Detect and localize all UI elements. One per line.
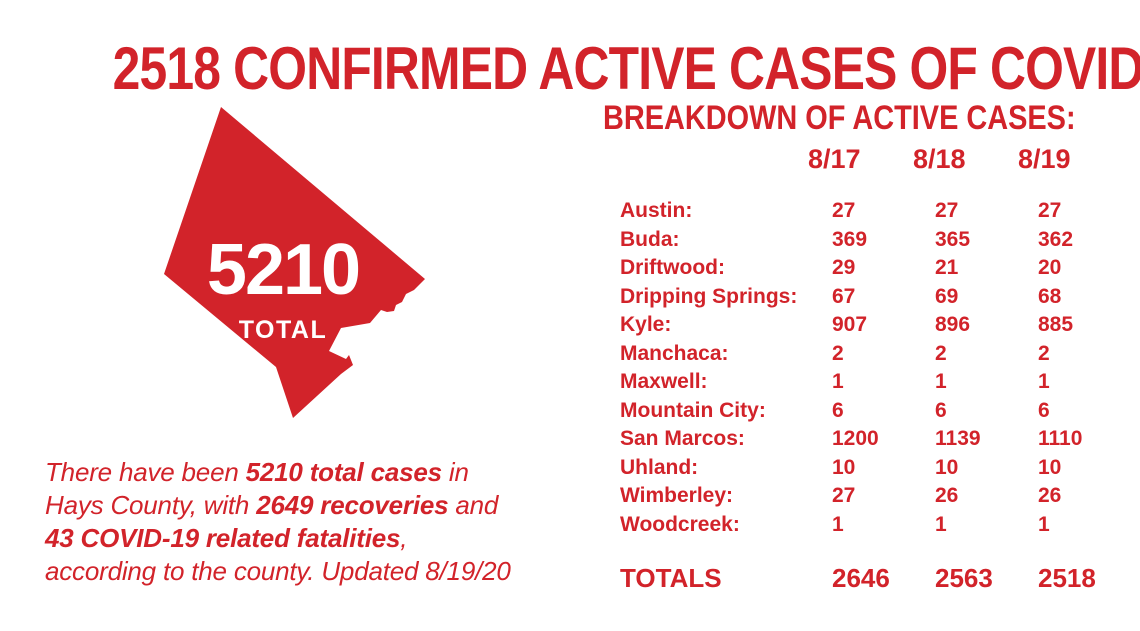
value-8-17: 1 (832, 512, 844, 536)
summary-fatalities: 43 COVID-19 related fatalities (45, 523, 401, 553)
hays-county-map (164, 107, 425, 418)
value-8-19: 1110 (1038, 427, 1083, 450)
table-row-uhland: Uhland: 10 10 10 (620, 454, 1110, 483)
value-8-17: 29 (832, 256, 856, 279)
table-row-kyle: Kyle: 907 896 885 (620, 311, 1110, 340)
summary-segment: and (448, 490, 499, 520)
table-row-austin: Austin: 27 27 27 (620, 197, 1110, 226)
value-8-19: 68 (1038, 284, 1062, 308)
date-col-2: 8/18 (913, 144, 966, 174)
value-8-17: 27 (832, 199, 856, 222)
value-8-18: 27 (935, 199, 959, 222)
value-8-17: 1200 (832, 427, 879, 450)
table-row-mountain-city: Mountain City: 6 6 6 (620, 397, 1110, 426)
value-8-18: 6 (935, 398, 947, 422)
value-8-19: 885 (1038, 313, 1074, 336)
date-col-3: 8/19 (1018, 144, 1071, 174)
value-8-18: 1139 (935, 427, 981, 450)
date-col-1: 8/17 (808, 144, 861, 174)
summary-recoveries: 2649 recoveries (256, 490, 449, 520)
summary-segment: in Hays County, with (45, 457, 469, 520)
city-label: Buda: (620, 227, 680, 251)
value-8-18: 1 (935, 370, 947, 393)
summary-segment: There have been (45, 457, 246, 487)
city-label: Maxwell: (620, 370, 708, 393)
total-8-17: 2646 (832, 563, 890, 593)
breakdown-title: BREAKDOWN OF ACTIVE CASES: (603, 101, 1140, 135)
value-8-17: 6 (832, 398, 844, 422)
value-8-17: 1 (832, 370, 844, 393)
value-8-18: 69 (935, 284, 959, 308)
city-label: Wimberley: (620, 484, 734, 507)
city-label: Austin: (620, 199, 693, 222)
summary-text: There have been 5210 total cases in Hays… (45, 456, 515, 588)
table-row-driftwood: Driftwood: 29 21 20 (620, 254, 1110, 283)
value-8-19: 1 (1038, 512, 1050, 536)
value-8-18: 2 (935, 341, 947, 365)
city-label: Kyle: (620, 313, 672, 336)
totals-label: TOTALS (620, 563, 722, 593)
value-8-19: 27 (1038, 199, 1062, 222)
value-8-17: 27 (832, 484, 856, 507)
active-cases-table: Austin: 27 27 27 Buda: 369 365 362 Drift… (620, 197, 1110, 593)
value-8-17: 369 (832, 227, 868, 251)
table-row-manchaca: Manchaca: 2 2 2 (620, 340, 1110, 369)
page-title: 2518 CONFIRMED ACTIVE CASES OF COVID-19 (0, 39, 1140, 99)
total-8-19: 2518 (1038, 563, 1096, 593)
city-label: Dripping Springs: (620, 284, 798, 308)
county-shape-icon (164, 107, 425, 418)
value-8-17: 2 (832, 341, 844, 365)
table-row-totals: TOTALS 2646 2563 2518 (620, 564, 1110, 593)
value-8-17: 67 (832, 284, 856, 308)
city-label: San Marcos: (620, 427, 745, 450)
table-row-woodcreek: Woodcreek: 1 1 1 (620, 511, 1110, 540)
value-8-18: 26 (935, 484, 959, 507)
breakdown-title-text: BREAKDOWN OF ACTIVE CASES: (603, 99, 1076, 137)
value-8-18: 21 (935, 256, 959, 279)
value-8-18: 365 (935, 227, 971, 251)
value-8-19: 2 (1038, 341, 1050, 365)
county-total-value: 5210 (206, 230, 361, 310)
value-8-19: 362 (1038, 227, 1074, 251)
table-row-wimberley: Wimberley: 27 26 26 (620, 482, 1110, 511)
value-8-19: 20 (1038, 256, 1062, 279)
city-label: Woodcreek: (620, 512, 740, 536)
value-8-19: 26 (1038, 484, 1062, 507)
table-row-san-marcos: San Marcos: 1200 1139 1110 (620, 425, 1110, 454)
value-8-18: 1 (935, 512, 947, 536)
summary-total-cases: 5210 total cases (245, 457, 442, 487)
value-8-18: 896 (935, 313, 971, 336)
date-header-row: 8/17 8/18 8/19 (0, 146, 1140, 176)
county-total-label: TOTAL (238, 316, 328, 344)
city-label: Manchaca: (620, 341, 729, 365)
city-label: Uhland: (620, 455, 699, 479)
value-8-19: 6 (1038, 398, 1050, 422)
city-label: Driftwood: (620, 256, 725, 279)
value-8-19: 1 (1038, 370, 1050, 393)
city-label: Mountain City: (620, 398, 766, 422)
table-row-maxwell: Maxwell: 1 1 1 (620, 368, 1110, 397)
table-row-dripping-springs: Dripping Springs: 67 69 68 (620, 283, 1110, 312)
value-8-19: 10 (1038, 455, 1062, 479)
total-8-18: 2563 (935, 563, 993, 593)
value-8-17: 10 (832, 455, 856, 479)
value-8-18: 10 (935, 455, 959, 479)
county-total: 5210 TOTAL (175, 234, 391, 343)
value-8-17: 907 (832, 313, 868, 336)
page-title-text: 2518 CONFIRMED ACTIVE CASES OF COVID-19 (112, 35, 1140, 102)
summary-segment: , according to the county. Updated 8/19/… (45, 523, 511, 586)
table-row-buda: Buda: 369 365 362 (620, 226, 1110, 255)
